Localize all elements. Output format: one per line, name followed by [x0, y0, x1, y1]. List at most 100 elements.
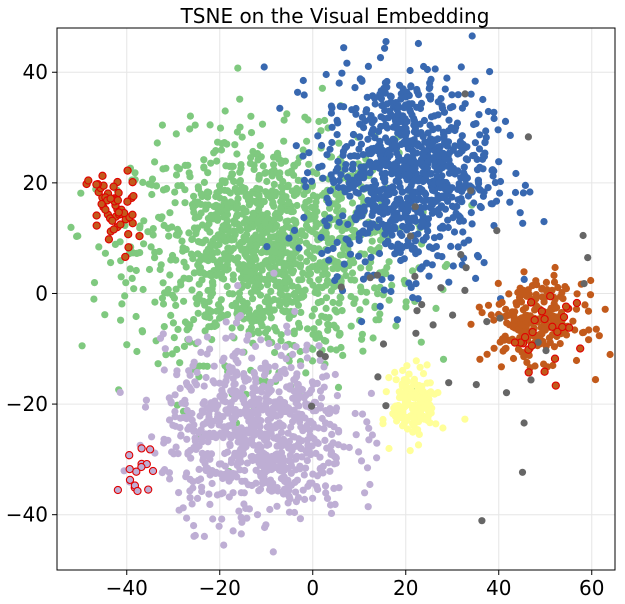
data-point — [448, 91, 456, 99]
data-point — [325, 214, 333, 222]
data-point — [358, 335, 366, 343]
data-point — [180, 297, 188, 305]
highlighted-point — [550, 354, 560, 363]
data-point — [457, 251, 465, 259]
data-point — [186, 125, 194, 133]
data-point — [527, 376, 535, 384]
data-point — [255, 175, 263, 183]
data-point — [427, 409, 435, 417]
data-point — [511, 188, 520, 197]
data-point — [293, 201, 301, 210]
data-point — [496, 314, 504, 322]
data-point — [362, 298, 370, 306]
data-point — [339, 351, 347, 359]
data-point — [174, 182, 182, 190]
data-point — [306, 431, 314, 439]
data-point — [592, 325, 600, 333]
data-point — [417, 338, 425, 346]
data-point — [520, 275, 528, 283]
data-point — [382, 402, 390, 410]
data-point — [151, 158, 159, 166]
data-point — [506, 131, 514, 139]
data-point — [308, 402, 316, 410]
data-point — [429, 321, 437, 329]
data-point — [413, 149, 421, 157]
data-point — [399, 112, 407, 120]
data-point — [319, 174, 327, 182]
data-point — [424, 227, 432, 235]
data-point — [318, 162, 326, 170]
data-point — [348, 139, 356, 147]
y-axis-ticks: −40 −20 0 20 40 — [6, 60, 57, 527]
data-point — [265, 477, 273, 485]
data-point — [301, 286, 309, 294]
data-point — [246, 159, 254, 167]
data-point — [325, 459, 333, 467]
data-point — [366, 480, 374, 489]
data-point — [294, 301, 302, 309]
data-point — [523, 358, 531, 366]
data-point — [182, 263, 190, 271]
data-point — [292, 455, 300, 463]
data-point — [296, 347, 304, 356]
data-point — [236, 95, 244, 103]
data-point — [231, 184, 239, 193]
data-point — [229, 275, 237, 283]
data-point — [373, 439, 381, 447]
data-point — [264, 416, 272, 424]
data-point — [321, 436, 329, 444]
data-point — [171, 188, 179, 196]
highlighted-point — [558, 322, 567, 332]
data-point — [171, 407, 179, 416]
data-point — [219, 232, 227, 240]
data-point — [323, 222, 331, 230]
data-point — [476, 131, 484, 139]
data-point — [385, 258, 393, 266]
data-point — [586, 291, 595, 299]
data-point — [159, 279, 167, 287]
data-point — [233, 371, 241, 379]
y-tick-label: 0 — [35, 281, 48, 305]
data-point — [381, 169, 390, 177]
data-point — [338, 227, 346, 235]
data-point — [172, 256, 180, 264]
data-point — [263, 451, 271, 459]
data-point — [207, 292, 215, 300]
highlighted-point — [124, 230, 133, 239]
data-point — [337, 283, 345, 291]
data-point — [175, 165, 183, 173]
data-point — [132, 266, 140, 275]
data-point — [280, 137, 288, 145]
data-point — [291, 217, 299, 225]
data-point — [277, 351, 285, 359]
data-point — [415, 430, 423, 438]
data-point — [595, 332, 603, 340]
data-point — [348, 106, 356, 114]
data-point — [339, 212, 347, 220]
data-point — [495, 300, 503, 308]
data-point — [142, 396, 150, 404]
data-point — [223, 140, 231, 148]
data-point — [153, 139, 161, 147]
data-point — [200, 297, 208, 305]
data-point — [180, 413, 188, 422]
data-point — [188, 500, 196, 508]
data-point — [304, 271, 312, 279]
data-point — [376, 54, 385, 62]
data-point — [392, 121, 400, 129]
data-point — [173, 345, 181, 354]
data-point — [409, 294, 417, 302]
x-tick-label: 0 — [306, 576, 319, 600]
data-point — [399, 366, 407, 375]
data-point — [405, 100, 413, 108]
data-point — [168, 223, 176, 231]
data-point — [264, 191, 272, 200]
data-point — [309, 420, 317, 428]
data-point — [249, 441, 258, 449]
data-point — [371, 201, 379, 209]
data-point — [234, 64, 242, 72]
data-point — [606, 350, 614, 359]
data-point — [206, 228, 214, 236]
data-point — [230, 177, 238, 185]
data-point — [160, 221, 168, 229]
